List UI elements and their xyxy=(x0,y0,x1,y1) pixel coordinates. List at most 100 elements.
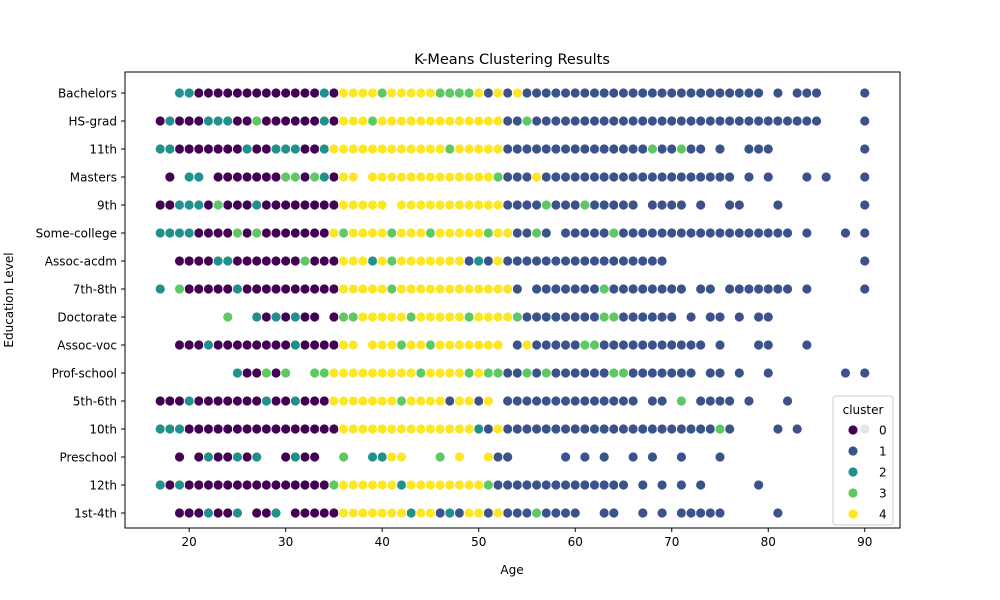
point-cluster-1-hs-grad-80 xyxy=(762,115,774,127)
legend-label-0: 0 xyxy=(879,424,887,438)
point-cluster-4-prof-school-45 xyxy=(425,367,436,379)
point-cluster-4-9th-49 xyxy=(463,199,475,211)
y-tick-label-1st-4th: 1st-4th xyxy=(74,507,117,521)
point-cluster-3-some-college-25 xyxy=(232,227,243,239)
point-cluster-0-7th-8th-34 xyxy=(318,283,330,295)
point-cluster-4-prof-school-46 xyxy=(434,367,446,379)
point-cluster-0-9th-31 xyxy=(289,199,301,211)
point-cluster-4-assoc-voc-51 xyxy=(482,339,494,351)
point-cluster-4-assoc-acdm-37 xyxy=(347,255,359,267)
point-cluster-4-9th-52 xyxy=(492,199,504,211)
point-cluster-0-assoc-voc-29 xyxy=(270,339,282,351)
point-cluster-0-7th-8th-33 xyxy=(309,283,321,295)
point-cluster-1-assoc-voc-64 xyxy=(608,339,620,351)
point-cluster-1-prof-school-68 xyxy=(647,367,658,379)
point-cluster-0-hs-grad-21 xyxy=(193,115,205,127)
point-cluster-1-10th-57 xyxy=(540,423,552,435)
point-cluster-1-7th-8th-80 xyxy=(762,283,774,295)
point-cluster-1-some-college-78 xyxy=(743,227,755,239)
point-cluster-4-doctorate-48 xyxy=(454,311,465,323)
point-cluster-4-10th-42 xyxy=(396,423,407,435)
point-cluster-1-9th-66 xyxy=(627,199,639,211)
point-cluster-1-prof-school-62 xyxy=(589,367,600,379)
point-cluster-0-1st-4th-19 xyxy=(174,507,185,519)
point-cluster-4-some-college-39 xyxy=(367,227,378,239)
point-cluster-0-assoc-acdm-28 xyxy=(260,255,272,267)
point-cluster-0-some-college-28 xyxy=(260,227,272,239)
point-cluster-1-doctorate-69 xyxy=(656,311,668,323)
point-cluster-1-doctorate-66 xyxy=(627,311,639,323)
point-cluster-1-hs-grad-66 xyxy=(627,115,639,127)
point-cluster-1-masters-78 xyxy=(743,171,755,183)
point-cluster-1-assoc-acdm-64 xyxy=(608,255,620,267)
point-cluster-1-7th-8th-58 xyxy=(550,283,562,295)
point-cluster-1-preschool-61 xyxy=(579,451,591,463)
legend-marker-4 xyxy=(847,508,859,520)
point-cluster-0-assoc-voc-23 xyxy=(212,339,224,351)
point-cluster-4-11th-50 xyxy=(473,143,485,155)
y-tick-label-10th: 10th xyxy=(89,423,117,437)
point-cluster-1-some-college-77 xyxy=(733,227,745,239)
point-cluster-4-assoc-acdm-47 xyxy=(444,255,456,267)
point-cluster-1-masters-54 xyxy=(511,171,523,183)
point-cluster-1-bachelors-64 xyxy=(608,87,620,99)
point-cluster-4-10th-44 xyxy=(415,423,427,435)
point-cluster-1-7th-8th-70 xyxy=(666,283,678,295)
point-cluster-4-prof-school-35 xyxy=(328,367,340,379)
point-cluster-1-masters-71 xyxy=(676,171,687,183)
point-cluster-1-doctorate-70 xyxy=(666,311,678,323)
point-cluster-1-5th-6th-55 xyxy=(521,395,533,407)
point-cluster-1-some-college-70 xyxy=(666,227,678,239)
point-cluster-0-1st-4th-20 xyxy=(183,507,195,519)
point-cluster-4-bachelors-45 xyxy=(425,87,436,99)
point-cluster-2-5th-6th-20 xyxy=(183,395,195,407)
point-cluster-4-1st-4th-40 xyxy=(376,507,388,519)
point-cluster-4-some-college-49 xyxy=(463,227,475,239)
point-cluster-1-12th-56 xyxy=(531,479,543,491)
point-cluster-1-11th-55 xyxy=(521,143,533,155)
point-cluster-4-10th-40 xyxy=(376,423,388,435)
point-cluster-1-prof-school-75 xyxy=(714,367,726,379)
point-cluster-4-12th-37 xyxy=(347,479,359,491)
point-cluster-0-10th-29 xyxy=(270,423,282,435)
point-cluster-0-11th-33 xyxy=(309,143,321,155)
point-cluster-1-doctorate-59 xyxy=(560,311,571,323)
point-cluster-4-11th-36 xyxy=(338,143,350,155)
point-cluster-3-prof-school-34 xyxy=(318,367,330,379)
point-cluster-0-hs-grad-32 xyxy=(299,115,311,127)
point-cluster-0-1st-4th-21 xyxy=(193,507,205,519)
point-cluster-0-10th-27 xyxy=(251,423,263,435)
point-cluster-1-10th-64 xyxy=(608,423,620,435)
point-cluster-4-preschool-41 xyxy=(386,451,398,463)
point-cluster-1-assoc-voc-57 xyxy=(540,339,552,351)
point-cluster-1-hs-grad-70 xyxy=(666,115,678,127)
point-cluster-0-11th-24 xyxy=(222,143,234,155)
point-cluster-4-12th-44 xyxy=(415,479,427,491)
point-cluster-4-1st-4th-45 xyxy=(425,507,436,519)
point-cluster-3-assoc-voc-61 xyxy=(579,339,591,351)
point-cluster-4-9th-42 xyxy=(396,199,407,211)
point-cluster-4-prof-school-43 xyxy=(405,367,417,379)
point-cluster-4-7th-8th-52 xyxy=(492,283,504,295)
point-cluster-1-7th-8th-77 xyxy=(733,283,745,295)
point-cluster-0-10th-23 xyxy=(212,423,224,435)
point-cluster-1-masters-64 xyxy=(608,171,620,183)
point-cluster-1-assoc-acdm-67 xyxy=(637,255,649,267)
point-cluster-1-12th-59 xyxy=(560,479,571,491)
point-cluster-0-11th-19 xyxy=(174,143,185,155)
point-cluster-4-12th-36 xyxy=(338,479,350,491)
point-cluster-1-5th-6th-56 xyxy=(531,395,543,407)
point-cluster-2-preschool-22 xyxy=(203,451,214,463)
point-cluster-4-some-college-47 xyxy=(444,227,456,239)
point-cluster-0-9th-30 xyxy=(280,199,292,211)
point-cluster-1-7th-8th-76 xyxy=(724,283,736,295)
point-cluster-0-masters-23 xyxy=(212,171,224,183)
point-cluster-0-assoc-voc-34 xyxy=(318,339,330,351)
point-cluster-4-12th-50 xyxy=(473,479,485,491)
point-cluster-0-some-college-24 xyxy=(222,227,234,239)
point-cluster-1-10th-63 xyxy=(598,423,610,435)
point-cluster-1-assoc-voc-63 xyxy=(598,339,610,351)
point-cluster-1-10th-61 xyxy=(579,423,591,435)
point-cluster-0-12th-22 xyxy=(203,479,214,491)
point-cluster-0-10th-32 xyxy=(299,423,311,435)
